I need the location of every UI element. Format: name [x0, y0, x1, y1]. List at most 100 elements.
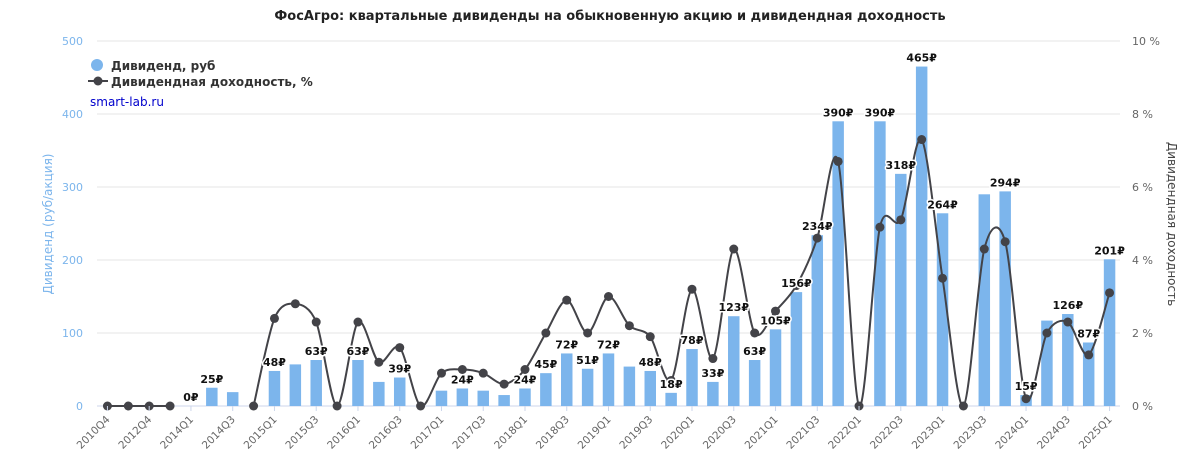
dividend-bar[interactable] [289, 364, 302, 406]
x-tick-label: 2018Q1 [492, 414, 530, 452]
yield-point[interactable] [896, 215, 906, 225]
yield-point[interactable] [791, 281, 801, 291]
dividend-bar[interactable] [1103, 259, 1116, 406]
dividend-bar[interactable] [769, 329, 782, 406]
dividend-label: 156₽ [781, 277, 812, 290]
yield-point[interactable] [562, 295, 572, 305]
dividend-bar[interactable] [790, 292, 803, 406]
dividend-bar[interactable] [477, 390, 489, 406]
yield-point[interactable] [249, 401, 259, 411]
yield-point[interactable] [499, 379, 509, 389]
dividend-bar[interactable] [310, 360, 322, 406]
yield-point[interactable] [395, 343, 405, 353]
yield-point[interactable] [457, 365, 467, 374]
yield-point[interactable] [729, 244, 739, 254]
yield-point[interactable] [374, 357, 384, 367]
dividend-bar[interactable] [665, 392, 677, 406]
legend[interactable]: Дивиденд, руб Дивидендная доходность, % [88, 59, 313, 89]
y-left-tick: 500 [62, 35, 83, 48]
dividend-bar[interactable] [644, 370, 656, 406]
yield-point[interactable] [917, 135, 927, 145]
yield-point[interactable] [1021, 394, 1031, 404]
yield-point[interactable] [604, 292, 613, 301]
dividend-bar[interactable] [519, 388, 531, 406]
yield-point[interactable] [520, 365, 530, 374]
yield-point[interactable] [416, 401, 426, 411]
dividend-bar[interactable] [936, 213, 949, 406]
dividend-bar[interactable] [498, 395, 510, 406]
yield-point[interactable] [311, 317, 321, 327]
yield-point[interactable] [687, 284, 697, 294]
x-tick-label: 2022Q3 [868, 414, 906, 452]
yield-point[interactable] [478, 368, 488, 378]
yield-point[interactable] [541, 328, 551, 338]
yield-point[interactable] [290, 299, 300, 309]
x-tick-label: 2015Q1 [242, 414, 280, 452]
legend-item-yield[interactable]: Дивидендная доходность, % [88, 75, 313, 89]
dividend-bar[interactable] [748, 360, 761, 406]
x-tick-label: 2010Q4 [75, 413, 113, 451]
yield-point[interactable] [332, 401, 342, 411]
dividend-bar[interactable] [686, 349, 698, 406]
dividend-bar[interactable] [623, 366, 636, 406]
yield-point[interactable] [958, 401, 968, 411]
yield-point[interactable] [708, 354, 718, 364]
dividend-bar[interactable] [999, 191, 1011, 406]
dividend-bar[interactable] [832, 121, 844, 407]
yield-point[interactable] [583, 328, 593, 338]
yield-point[interactable] [123, 401, 133, 411]
dividend-bar[interactable] [811, 235, 824, 406]
yield-point[interactable] [645, 332, 655, 342]
legend-item-dividend[interactable]: Дивиденд, руб [91, 59, 215, 73]
yield-point[interactable] [1042, 328, 1052, 338]
dividend-bar[interactable] [978, 194, 991, 406]
dividend-bar[interactable] [895, 173, 907, 406]
yield-point[interactable] [666, 375, 676, 385]
dividend-label: 87₽ [1077, 327, 1100, 340]
x-tick-label: 2020Q1 [659, 414, 697, 452]
dividend-labels: 0₽25₽ 48₽ 63₽ 63₽ 39₽ 24₽ 24₽ 45₽ 72₽ 51₽ 72₽ 48₽ 18… [182, 50, 1127, 405]
yield-point[interactable] [1084, 350, 1094, 360]
dividend-bar[interactable] [352, 360, 364, 406]
yield-point[interactable] [812, 233, 822, 243]
yield-point[interactable] [1105, 288, 1115, 298]
yield-point[interactable] [436, 368, 446, 378]
yield-point[interactable] [165, 401, 175, 411]
x-tick-label: 2018Q3 [534, 414, 572, 452]
dividend-bar[interactable] [268, 370, 281, 406]
yield-point[interactable] [269, 313, 279, 323]
yield-point[interactable] [1063, 317, 1073, 327]
dividend-bar[interactable] [707, 381, 719, 406]
yield-point[interactable] [979, 244, 989, 254]
dividend-bar[interactable] [373, 381, 385, 406]
dividend-bar[interactable] [602, 353, 615, 406]
dividend-bar[interactable] [561, 353, 573, 406]
dividend-bar[interactable] [1082, 342, 1095, 406]
dividend-bar[interactable] [226, 392, 239, 406]
dividend-label: 0₽ [183, 391, 199, 404]
yield-point[interactable] [875, 222, 885, 232]
yield-point[interactable] [1000, 237, 1010, 247]
dividend-label: 390₽ [865, 106, 896, 119]
dividend-bar[interactable] [435, 390, 448, 406]
x-tick-label: 2014Q3 [200, 414, 238, 452]
yield-point[interactable] [624, 321, 634, 331]
yield-point[interactable] [353, 317, 363, 327]
dividend-bar[interactable] [1062, 314, 1074, 406]
yield-point[interactable] [833, 156, 843, 166]
dividend-bar[interactable] [393, 377, 406, 406]
dividend-bar[interactable] [540, 373, 552, 406]
dividend-bar[interactable] [874, 121, 886, 407]
dividend-bar[interactable] [206, 387, 218, 406]
yield-point[interactable] [938, 273, 948, 283]
dividend-bar[interactable] [915, 66, 928, 407]
source-credit[interactable]: smart-lab.ru [90, 95, 164, 109]
yield-point[interactable] [771, 306, 781, 316]
dividend-bar[interactable] [728, 316, 740, 406]
x-tick-label: 2014Q1 [158, 414, 196, 452]
dividend-bar[interactable] [456, 388, 469, 406]
dividend-label: 24₽ [514, 373, 537, 386]
dividend-bar[interactable] [581, 368, 594, 406]
dividend-bar[interactable] [1041, 320, 1053, 406]
yield-point[interactable] [750, 328, 760, 338]
